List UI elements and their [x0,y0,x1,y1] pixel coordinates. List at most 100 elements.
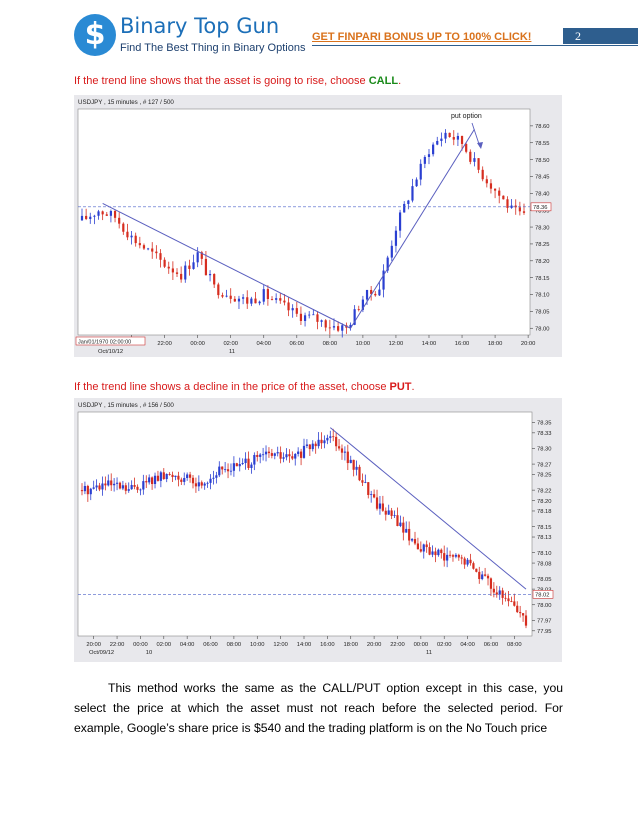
y-tick-label: 77.97 [537,619,552,625]
candle-down [217,284,220,296]
candle-up [423,156,426,164]
candle-up [215,475,218,478]
candle-down [175,272,179,274]
candle-up [83,485,87,492]
candle-down [346,451,349,464]
cursor-time-box [75,336,146,346]
candle-up [403,203,406,213]
candle-down [266,289,269,300]
candle-down [510,601,513,602]
promo-link[interactable]: GET FINPARI BONUS UP TO 100% CLICK! [312,31,532,43]
brand-title: Binary Top Gun [120,14,280,38]
candle-up [437,549,440,556]
candle-down [465,143,468,152]
candle-down [159,253,162,260]
candle-up [186,474,189,479]
candle-down [110,480,113,486]
candle-up [311,443,314,450]
chart-canvas: USDJPY , 15 minutes , # 127 / 500 78.60 78… [74,95,562,357]
x-tick-label: 02:00 [223,341,238,347]
current-price-box [532,590,554,599]
candle-down [370,289,373,294]
candle-up [370,494,373,495]
x-tick-label: 00:00 [190,341,205,347]
candle-down [156,475,160,481]
candle-down [171,474,174,478]
candle-down [226,469,230,472]
downtrend-candlestick-chart: USDJPY , 15 minutes , # 156 / 500 78.35 78… [74,398,562,662]
candle-up [361,299,364,310]
candle-down [475,568,478,572]
call-caption: If the trend line shows that the asset i… [74,75,401,87]
candle-up [323,440,326,444]
candle-down [314,443,317,447]
candle-down [328,327,331,329]
candle-up [113,483,116,486]
candle-down [200,252,203,259]
candle-down [188,265,191,269]
candle-up [394,230,398,246]
date-label: 10 [146,650,152,656]
candle-up [237,298,241,302]
candle-down [425,544,428,548]
candle-up [415,179,418,187]
candle-up [258,301,261,304]
candle-up [275,298,278,300]
brand-logo[interactable]: $ Binary Top Gun Find The Best Thing in … [74,12,305,58]
candle-up [399,522,402,527]
header-divider [312,45,638,46]
candle-up [80,215,84,221]
candle-up [364,482,367,483]
y-tick-label: 78.35 [537,421,552,427]
x-tick-label: 08:00 [227,642,242,648]
dollar-coin-icon [74,14,116,56]
candle-up [229,470,233,472]
x-tick-label: 18:00 [488,341,503,347]
candle-down [254,298,257,304]
candle-down [316,314,319,322]
plot-area [77,411,533,637]
y-tick-label: 78.15 [537,525,552,531]
candle-down [188,474,192,478]
candle-down [481,169,484,180]
candle-down [516,605,519,613]
y-tick-label: 78.10 [537,551,552,557]
candle-down [308,444,311,450]
candle-up [411,186,414,201]
candle-up [159,472,162,481]
candle-down [288,454,291,457]
candle-down [320,439,323,444]
candle-down [279,298,282,301]
candle-down [136,486,139,490]
candle-down [486,575,490,579]
x-tick-label: 08:00 [507,642,522,648]
candle-up [436,140,439,145]
x-tick-label: 16:00 [455,341,470,347]
candle-up [349,459,352,464]
candle-up [382,270,385,290]
candle-down [460,557,463,559]
x-tick-label: 02:00 [437,642,452,648]
candle-down [396,515,399,527]
put-caption-text: If the trend line shows a decline in the… [74,381,390,393]
y-tick-label: 78.45 [535,175,550,181]
call-keyword: CALL [368,75,399,87]
candle-down [204,258,208,276]
candle-up [253,454,256,465]
candle-down [98,485,101,490]
candle-up [378,503,382,509]
candle-down [413,539,417,544]
candle-up [285,454,288,458]
candle-up [165,473,168,480]
candle-down [213,274,216,285]
candle-up [427,154,431,157]
x-tick-label: 18:00 [343,642,358,648]
candle-down [324,320,327,328]
date-label: Oct/09/12 [89,650,114,656]
candle-down [270,299,274,300]
x-tick-label: 16:00 [320,642,335,648]
candle-down [457,554,460,558]
x-tick-label: 14:00 [422,341,437,347]
x-tick-label: 04:00 [180,642,195,648]
candle-up [276,452,279,454]
